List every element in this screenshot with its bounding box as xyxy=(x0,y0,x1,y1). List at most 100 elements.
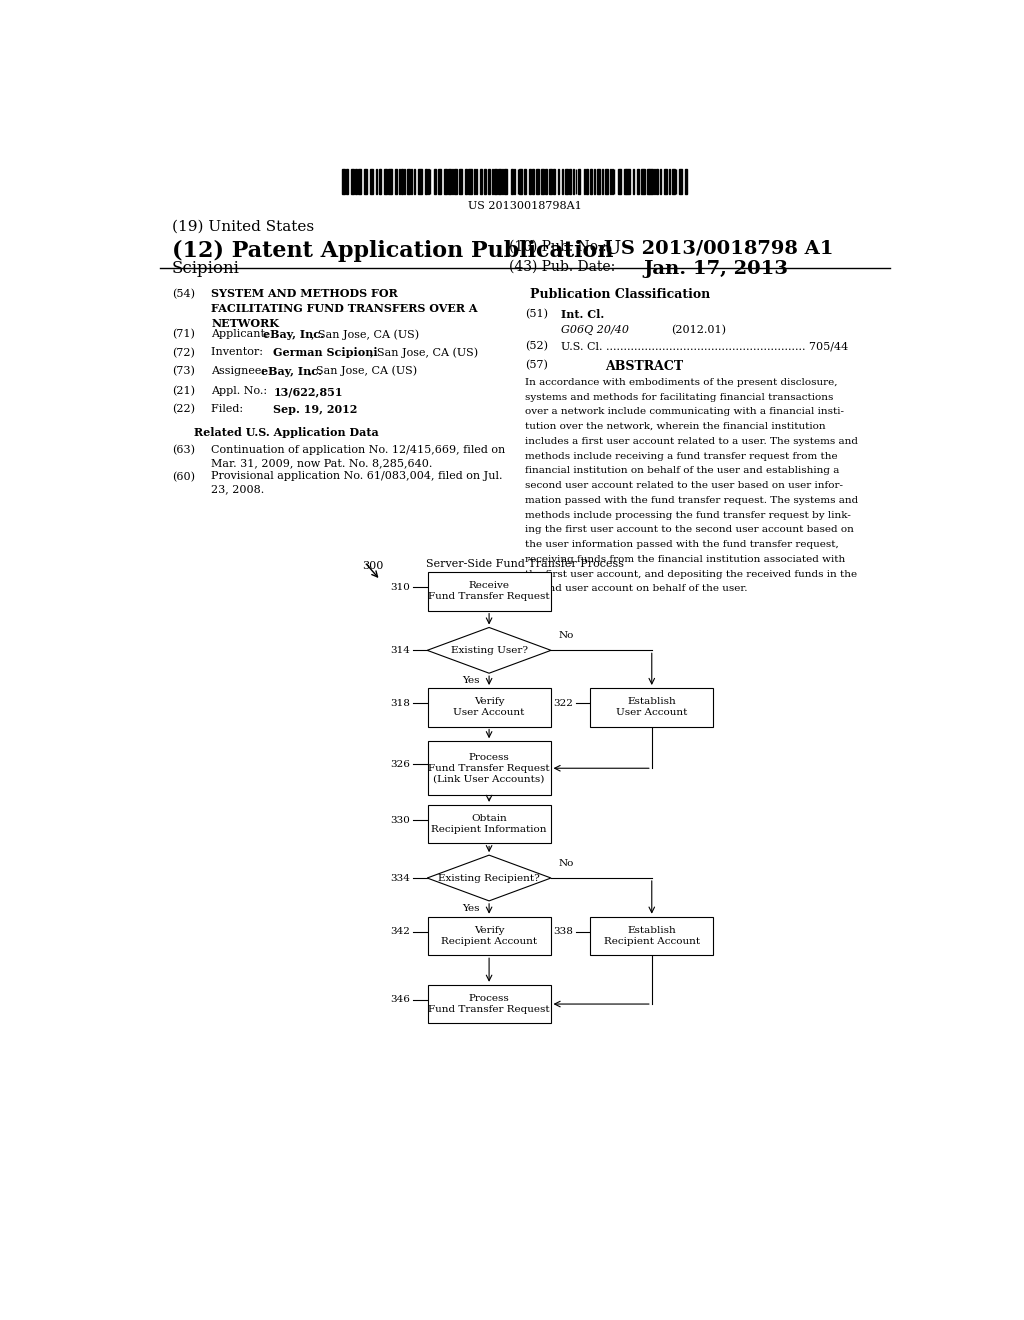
Bar xyxy=(479,169,482,194)
Text: (54): (54) xyxy=(172,289,195,298)
Bar xyxy=(633,169,634,194)
Bar xyxy=(641,169,645,194)
Text: Jan. 17, 2013: Jan. 17, 2013 xyxy=(644,260,788,279)
Bar xyxy=(358,169,361,194)
Text: , San Jose, CA (US): , San Jose, CA (US) xyxy=(309,366,417,376)
Text: Sep. 19, 2012: Sep. 19, 2012 xyxy=(273,404,357,416)
Bar xyxy=(419,169,422,194)
FancyBboxPatch shape xyxy=(428,742,551,795)
Text: 318: 318 xyxy=(390,698,411,708)
Text: US 20130018798A1: US 20130018798A1 xyxy=(468,201,582,211)
Text: eBay, Inc.: eBay, Inc. xyxy=(261,366,323,376)
Text: second user account on behalf of the user.: second user account on behalf of the use… xyxy=(524,585,748,593)
Text: (21): (21) xyxy=(172,385,195,396)
Text: receiving funds from the financial institution associated with: receiving funds from the financial insti… xyxy=(524,554,845,564)
Bar xyxy=(531,169,535,194)
Bar xyxy=(597,169,600,194)
Text: ing the first user account to the second user account based on: ing the first user account to the second… xyxy=(524,525,854,535)
Text: Existing Recipient?: Existing Recipient? xyxy=(438,874,540,883)
Bar xyxy=(655,169,658,194)
Text: (73): (73) xyxy=(172,366,195,376)
Text: (43) Pub. Date:: (43) Pub. Date: xyxy=(509,260,615,275)
Bar xyxy=(504,169,507,194)
Bar xyxy=(578,169,581,194)
Bar xyxy=(545,169,547,194)
Text: Related U.S. Application Data: Related U.S. Application Data xyxy=(195,426,379,438)
Bar xyxy=(498,169,501,194)
Text: Provisional application No. 61/083,004, filed on Jul.
23, 2008.: Provisional application No. 61/083,004, … xyxy=(211,471,503,495)
Text: 310: 310 xyxy=(390,583,411,591)
Text: (71): (71) xyxy=(172,329,195,339)
Text: Publication Classification: Publication Classification xyxy=(529,289,711,301)
Bar xyxy=(647,169,648,194)
Bar xyxy=(468,169,472,194)
Text: financial institution on behalf of the user and establishing a: financial institution on behalf of the u… xyxy=(524,466,840,475)
Text: Assignee:: Assignee: xyxy=(211,366,269,376)
Bar xyxy=(384,169,387,194)
Bar xyxy=(346,169,348,194)
FancyBboxPatch shape xyxy=(590,688,714,726)
FancyBboxPatch shape xyxy=(590,916,714,956)
Text: ABSTRACT: ABSTRACT xyxy=(605,359,683,372)
Text: 300: 300 xyxy=(362,561,383,570)
Bar xyxy=(355,169,356,194)
Text: 342: 342 xyxy=(390,928,411,936)
Text: (12) Patent Application Publication: (12) Patent Application Publication xyxy=(172,240,613,261)
Text: Filed:: Filed: xyxy=(211,404,268,414)
Bar xyxy=(494,169,497,194)
Bar xyxy=(351,169,354,194)
Text: over a network include communicating with a financial insti-: over a network include communicating wit… xyxy=(524,408,844,416)
Text: Verify
User Account: Verify User Account xyxy=(454,697,524,717)
Text: (2012.01): (2012.01) xyxy=(672,325,727,335)
Bar xyxy=(536,169,539,194)
Bar xyxy=(465,169,467,194)
Bar xyxy=(502,169,504,194)
Text: (10) Pub. No.:: (10) Pub. No.: xyxy=(509,240,606,253)
Text: (57): (57) xyxy=(524,359,548,370)
Bar xyxy=(488,169,489,194)
Bar xyxy=(627,169,630,194)
Bar xyxy=(553,169,555,194)
FancyBboxPatch shape xyxy=(428,985,551,1023)
Text: US 2013/0018798 A1: US 2013/0018798 A1 xyxy=(604,240,834,257)
Text: Yes: Yes xyxy=(462,904,479,913)
Text: , San Jose, CA (US): , San Jose, CA (US) xyxy=(310,329,419,339)
Text: SYSTEM AND METHODS FOR
FACILITATING FUND TRANSFERS OVER A
NETWORK: SYSTEM AND METHODS FOR FACILITATING FUND… xyxy=(211,289,478,329)
Text: systems and methods for facilitating financial transactions: systems and methods for facilitating fin… xyxy=(524,392,834,401)
Text: Scipioni: Scipioni xyxy=(172,260,240,277)
Text: the user information passed with the fund transfer request,: the user information passed with the fun… xyxy=(524,540,839,549)
Text: Process
Fund Transfer Request: Process Fund Transfer Request xyxy=(428,994,550,1014)
Text: (63): (63) xyxy=(172,445,195,455)
Bar xyxy=(524,169,526,194)
Bar xyxy=(542,169,544,194)
Text: the first user account, and depositing the received funds in the: the first user account, and depositing t… xyxy=(524,569,857,578)
Bar xyxy=(664,169,667,194)
Text: Inventor:: Inventor: xyxy=(211,347,273,358)
Text: 334: 334 xyxy=(390,874,410,883)
Text: Establish
User Account: Establish User Account xyxy=(616,697,687,717)
Bar xyxy=(602,169,603,194)
Text: In accordance with embodiments of the present disclosure,: In accordance with embodiments of the pr… xyxy=(524,378,838,387)
FancyBboxPatch shape xyxy=(428,572,551,611)
Text: German Scipioni: German Scipioni xyxy=(273,347,378,359)
Text: (22): (22) xyxy=(172,404,195,414)
Bar xyxy=(364,169,367,194)
Bar xyxy=(685,169,687,194)
Text: 338: 338 xyxy=(553,928,572,936)
Text: Applicant:: Applicant: xyxy=(211,329,272,339)
Bar xyxy=(528,169,531,194)
Text: Int. Cl.: Int. Cl. xyxy=(560,309,604,319)
Text: methods include processing the fund transfer request by link-: methods include processing the fund tran… xyxy=(524,511,851,520)
Text: (72): (72) xyxy=(172,347,195,358)
Text: Verify
Recipient Account: Verify Recipient Account xyxy=(441,925,538,946)
Text: 13/622,851: 13/622,851 xyxy=(273,385,343,397)
Bar xyxy=(414,169,416,194)
Text: Continuation of application No. 12/415,669, filed on
Mar. 31, 2009, now Pat. No.: Continuation of application No. 12/415,6… xyxy=(211,445,506,469)
Bar xyxy=(394,169,397,194)
Bar xyxy=(433,169,436,194)
Text: includes a first user account related to a user. The systems and: includes a first user account related to… xyxy=(524,437,858,446)
Text: (19) United States: (19) United States xyxy=(172,219,313,234)
Text: 326: 326 xyxy=(390,760,411,768)
Bar xyxy=(455,169,458,194)
Bar xyxy=(638,169,639,194)
